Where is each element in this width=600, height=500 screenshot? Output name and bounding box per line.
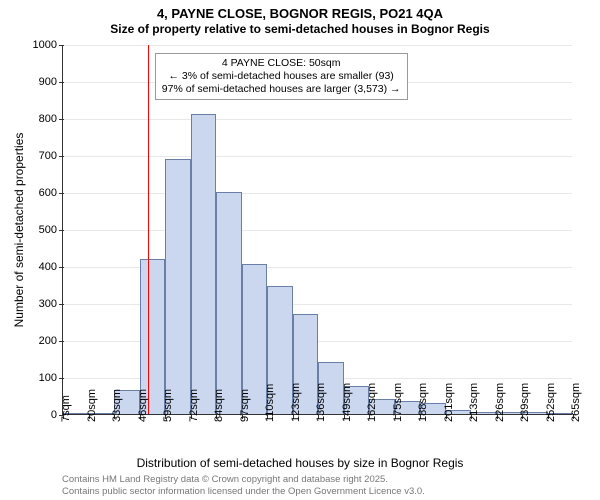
x-tick-label: 110sqm xyxy=(264,384,276,422)
x-tick-label: 20sqm xyxy=(86,389,98,422)
property-marker-line xyxy=(148,45,149,414)
x-tick-label: 59sqm xyxy=(162,389,174,422)
footer-line: Contains HM Land Registry data © Crown c… xyxy=(62,474,425,485)
histogram-chart: 010020030040050060070080090010007sqm20sq… xyxy=(62,45,572,415)
x-tick-label: 123sqm xyxy=(290,383,302,422)
x-tick-label: 213sqm xyxy=(468,383,480,422)
y-tick-label: 1000 xyxy=(33,39,63,51)
x-tick-label: 201sqm xyxy=(443,383,455,422)
x-tick-label: 226sqm xyxy=(494,383,506,422)
x-tick-label: 188sqm xyxy=(417,383,429,422)
page-subtitle: Size of property relative to semi-detach… xyxy=(0,22,600,36)
histogram-bar xyxy=(191,114,217,414)
annotation-line: 4 PAYNE CLOSE: 50sqm xyxy=(162,57,401,70)
x-tick-label: 84sqm xyxy=(213,389,225,422)
y-tick-label: 400 xyxy=(39,261,63,273)
x-tick-label: 265sqm xyxy=(570,383,582,422)
x-axis-label: Distribution of semi-detached houses by … xyxy=(0,456,600,470)
y-tick-label: 100 xyxy=(39,372,63,384)
annotation-line: ← 3% of semi-detached houses are smaller… xyxy=(162,70,401,83)
page-title: 4, PAYNE CLOSE, BOGNOR REGIS, PO21 4QA xyxy=(0,6,600,21)
x-tick-label: 149sqm xyxy=(341,383,353,422)
y-axis-label: Number of semi-detached properties xyxy=(12,133,26,328)
annotation-line: 97% of semi-detached houses are larger (… xyxy=(162,83,401,96)
y-tick-label: 600 xyxy=(39,187,63,199)
x-tick-label: 175sqm xyxy=(392,383,404,422)
y-tick-label: 500 xyxy=(39,224,63,236)
x-tick-label: 97sqm xyxy=(239,389,251,422)
histogram-bar xyxy=(216,192,242,414)
y-tick-label: 200 xyxy=(39,335,63,347)
x-tick-label: 72sqm xyxy=(188,389,200,422)
x-tick-label: 252sqm xyxy=(545,383,557,422)
footer-line: Contains public sector information licen… xyxy=(62,486,425,497)
x-tick-label: 33sqm xyxy=(111,389,123,422)
y-tick-label: 900 xyxy=(39,76,63,88)
x-tick-label: 7sqm xyxy=(60,395,72,422)
annotation-box: 4 PAYNE CLOSE: 50sqm← 3% of semi-detache… xyxy=(155,53,408,100)
y-tick-label: 300 xyxy=(39,298,63,310)
y-tick-label: 800 xyxy=(39,113,63,125)
x-tick-label: 46sqm xyxy=(137,389,149,422)
x-tick-label: 162sqm xyxy=(366,383,378,422)
x-tick-label: 136sqm xyxy=(315,383,327,422)
footer-attribution: Contains HM Land Registry data © Crown c… xyxy=(62,474,425,497)
x-tick-label: 239sqm xyxy=(519,383,531,422)
y-tick-label: 700 xyxy=(39,150,63,162)
histogram-bar xyxy=(165,159,191,414)
